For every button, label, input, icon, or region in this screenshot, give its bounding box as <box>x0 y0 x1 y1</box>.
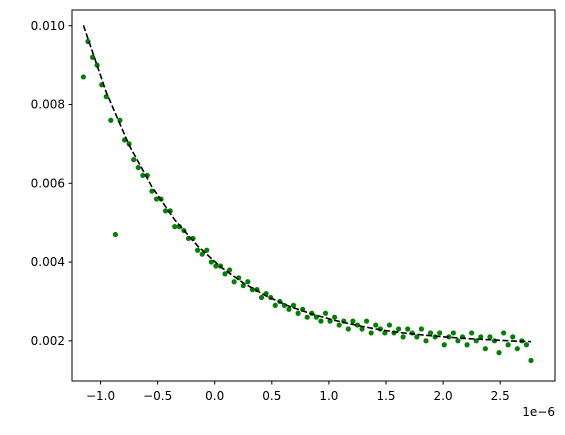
scatter-point <box>405 326 411 332</box>
marks <box>80 25 534 364</box>
scatter-point <box>368 330 374 336</box>
scatter-point <box>108 117 114 123</box>
scatter-point <box>135 164 141 171</box>
scatter-point <box>272 302 278 308</box>
scatter-point <box>94 62 100 68</box>
scatter-point <box>304 314 310 320</box>
x-tick-label: 2.5 <box>491 389 510 403</box>
scatter-point <box>345 326 351 332</box>
scatter-point <box>418 326 425 332</box>
scatter-point <box>226 267 233 273</box>
scatter-point <box>103 94 109 100</box>
y-tick-label: 0.002 <box>31 334 65 348</box>
scatter-point <box>80 74 87 80</box>
scatter-point <box>332 314 338 320</box>
scatter-point <box>382 330 388 336</box>
scatter-point <box>204 247 210 253</box>
y-tick-label: 0.004 <box>31 255 65 269</box>
scatter-point <box>176 224 182 230</box>
scatter-point <box>172 224 178 230</box>
scatter-point <box>231 279 237 285</box>
scatter-point <box>195 247 201 253</box>
scatter-point <box>482 346 488 352</box>
scatter-point <box>163 208 169 214</box>
scatter-point <box>450 330 456 336</box>
scatter-point <box>437 330 443 336</box>
scatter-point <box>153 196 160 202</box>
scatter-point <box>386 322 393 328</box>
scatter-point <box>523 342 530 348</box>
scatter-point <box>318 318 324 324</box>
x-tick-label: −0.5 <box>143 389 172 403</box>
scatter-point <box>140 172 146 179</box>
scatter-point <box>464 342 470 348</box>
x-tick-label: 1.5 <box>376 389 395 403</box>
x-tick-label: 2.0 <box>434 389 453 403</box>
scatter-point <box>455 338 461 344</box>
scatter-point <box>89 54 96 60</box>
scatter-point <box>258 294 265 301</box>
scatter-point <box>245 279 251 285</box>
scatter-point <box>363 318 370 324</box>
x-tick-label: 0.0 <box>205 389 224 403</box>
scatter-point <box>199 251 205 257</box>
scatter-point <box>350 318 356 324</box>
scatter-point <box>427 330 434 336</box>
scatter-point <box>286 306 292 312</box>
scatter-point <box>295 310 301 316</box>
scatter-point <box>441 342 447 348</box>
scatter-point <box>423 338 429 344</box>
y-tick-label: 0.008 <box>31 98 65 112</box>
scatter-point <box>514 346 520 352</box>
scatter-point <box>496 350 502 356</box>
x-offset-text: 1e−6 <box>522 405 555 419</box>
scatter-point <box>249 287 256 293</box>
scatter-point <box>487 334 493 340</box>
axes-frame <box>71 9 556 382</box>
scatter-point <box>208 259 214 265</box>
scatter-point <box>222 271 228 277</box>
scatter-point <box>469 330 475 336</box>
plot-area <box>72 10 555 381</box>
scatter-point <box>112 231 118 238</box>
fit-line <box>82 25 532 343</box>
scatter-point <box>359 326 365 332</box>
scatter-point <box>395 326 402 332</box>
scatter-point <box>505 342 511 348</box>
scatter-point <box>478 334 484 340</box>
x-tick-label: 0.5 <box>262 389 281 403</box>
scatter-point <box>131 157 137 163</box>
y-tick-label: 0.010 <box>31 19 65 33</box>
x-tick-label: 1.0 <box>319 389 338 403</box>
y-tick-label: 0.006 <box>31 176 65 190</box>
scatter-point <box>290 302 297 308</box>
scatter-point <box>528 357 534 364</box>
x-tick-label: −1.0 <box>86 389 115 403</box>
scatter-point <box>373 322 379 328</box>
scatter-point <box>126 141 132 147</box>
scatter-point <box>322 310 329 316</box>
scatter-point <box>501 330 507 336</box>
scatter-point <box>510 334 516 340</box>
scatter-point <box>414 334 420 340</box>
scatter-point <box>336 322 342 328</box>
scatter-point <box>400 334 406 340</box>
